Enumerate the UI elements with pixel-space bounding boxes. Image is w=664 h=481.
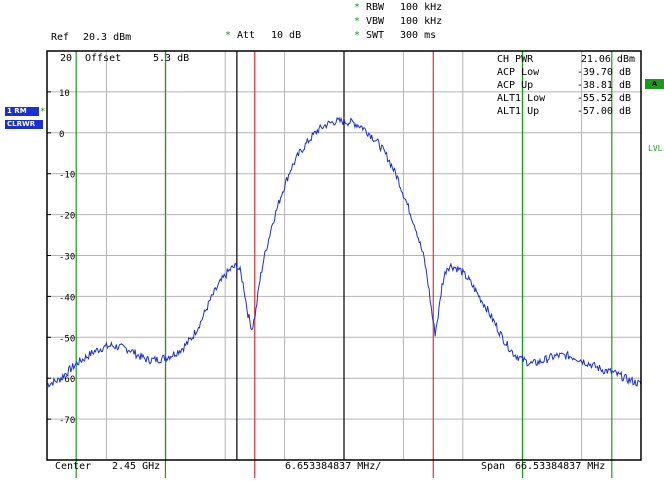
measurement-row: ALT1 Up -57.00 dB [497,106,635,119]
ref-value: 20.3 dBm [83,32,132,43]
y-tick-label: -70 [59,416,75,426]
rbw-star: * [354,2,361,13]
trace-star: * [40,107,46,117]
vbw-star: * [354,16,361,27]
plot-frame [46,50,642,461]
swt-star: * [354,30,361,41]
measurement-label: CH PWR [497,54,534,65]
y-tick-label: -30 [59,253,75,263]
lvl-label: LVL [648,144,663,153]
vbw-label: VBW [366,16,385,27]
measurement-label: ALT1 Low [497,93,546,104]
a-badge: A [645,79,664,89]
att-value: 10 dB [271,30,302,41]
measurement-value: -39.70 dB [576,67,631,78]
measurement-row: CH PWR 21.06 dBm [497,54,635,67]
center-value: 2.45 GHz [112,461,161,472]
y-tick-label: 0 [59,130,64,140]
ref-label: Ref [51,32,70,43]
y-tick-label: -10 [59,171,75,181]
span-value: 66.53384837 MHz [515,461,606,472]
att-star: * [225,30,232,41]
measurement-row: ALT1 Low -55.52 dB [497,93,635,106]
rbw-label: RBW [366,2,385,13]
trace-line [46,116,642,388]
vbw-value: 100 kHz [400,16,443,27]
y-tick-label: -60 [59,375,75,385]
measurement-value: -55.52 dB [576,93,631,104]
span-label: Span [481,461,506,472]
y-tick-label: 10 [59,89,70,99]
y-tick-labels: 10 0 -10 -20 -30 -40 -50 -60 -70 [47,89,75,426]
measurement-value: 21.06 dBm [580,54,635,65]
measurement-label: ACP Low [497,67,540,78]
y-tick-label: -50 [59,334,75,344]
center-label: Center [55,461,92,472]
measurement-panel: CH PWR 21.06 dBm ACP Low -39.70 dB ACP U… [497,54,635,119]
swt-value: 300 ms [400,30,437,41]
measurement-label: ALT1 Up [497,106,540,117]
rbw-value: 100 kHz [400,2,443,13]
att-label: Att [237,30,256,41]
measurement-label: ACP Up [497,80,534,91]
swt-label: SWT [366,30,385,41]
measurement-value: -38.81 dB [576,80,631,91]
measurement-row: ACP Low -39.70 dB [497,67,635,80]
div-value: 6.653384837 MHz/ [285,461,382,472]
mode-badge[interactable]: CLRWR [5,120,43,129]
measurement-value: -57.00 dB [576,106,631,117]
offset-label: Offset [85,53,122,64]
y-tick-label: -40 [59,293,75,303]
top-level-label: 20 [60,53,73,64]
measurement-row: ACP Up -38.81 dB [497,80,635,93]
offset-value: 5.3 dB [153,53,190,64]
trace-badge[interactable]: 1 RM [5,107,39,116]
y-tick-label: -20 [59,212,75,222]
